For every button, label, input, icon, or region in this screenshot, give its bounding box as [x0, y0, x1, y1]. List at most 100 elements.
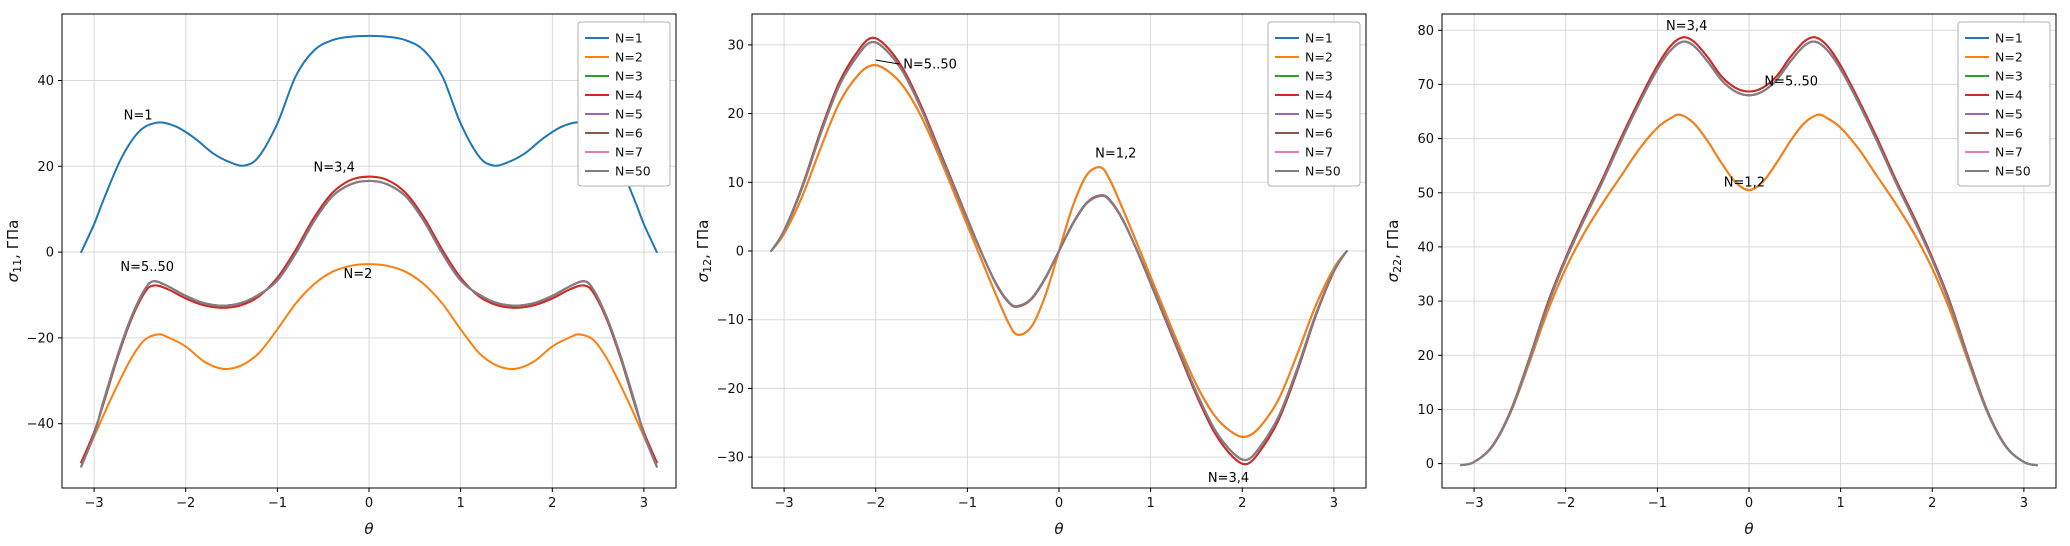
y-tick-label: 20 [1417, 349, 1434, 364]
legend-label: N=50 [615, 164, 651, 179]
y-tick-label: 0 [46, 246, 54, 261]
annotation-N=3,4: N=3,4 [1208, 471, 1249, 486]
y-tick-label: 40 [1417, 240, 1434, 255]
legend-box [1267, 21, 1361, 187]
legend-label: N=5 [1305, 107, 1333, 122]
legend-label: N=50 [1305, 164, 1341, 179]
annotation-N=1,2: N=1,2 [1724, 175, 1765, 190]
legend-item-N=6: N=6 [1965, 126, 2023, 141]
x-axis-label: θ [364, 520, 373, 538]
legend-item-N=50: N=50 [1965, 164, 2031, 179]
y-tick-label: −10 [717, 313, 744, 328]
x-tick-label: −1 [958, 496, 977, 511]
x-tick-label: 3 [1330, 496, 1338, 511]
chart-sigma11-canvas: −3 −2 −1 0 1 2 3 −40 −20 0 20 40 θ σ11, ГПа N=1 N=5..50… [0, 0, 690, 546]
legend-label: N=6 [1305, 126, 1333, 141]
x-tick-label: 1 [456, 496, 464, 511]
x-tick-label: −2 [176, 496, 195, 511]
chart-sigma22: −3 −2 −1 0 1 2 3 0 10 20 30 40 50 60 70 80 θ σ22, ГПа N=3,… [1380, 0, 2070, 546]
legend: N=1 N=2 N=3 N=4 N=5 N=6 N=7 N=50 [1267, 21, 1361, 187]
legend-label: N=7 [615, 145, 643, 160]
legend-label: N=50 [1995, 164, 2031, 179]
legend: N=1 N=2 N=3 N=4 N=5 N=6 N=7 N=50 [1957, 21, 2051, 187]
figure-bg [0, 0, 690, 546]
legend-label: N=4 [1305, 88, 1333, 103]
x-tick-label: 2 [1238, 496, 1246, 511]
legend-box [577, 21, 671, 187]
series-line-N=2 [1460, 113, 2038, 467]
x-tick-label: 3 [2020, 496, 2028, 511]
legend-label: N=5 [1995, 107, 2023, 122]
legend-item-N=6: N=6 [585, 126, 643, 141]
legend-label: N=4 [1995, 88, 2023, 103]
y-axis-label: σ11, ГПа [4, 220, 24, 283]
y-tick-label: 30 [1417, 295, 1434, 310]
legend-item-N=2: N=2 [1965, 50, 2023, 65]
legend-label: N=3 [1305, 69, 1333, 84]
legend-item-N=3: N=3 [1275, 69, 1333, 84]
x-tick-label: 1 [1146, 496, 1154, 511]
legend-item-N=5: N=5 [1275, 107, 1333, 122]
y-tick-label: −30 [717, 451, 744, 466]
y-tick-label: 80 [1417, 24, 1434, 39]
x-tick-label: −3 [85, 496, 104, 511]
annotation-N=3,4: N=3,4 [314, 161, 355, 176]
legend-label: N=1 [1995, 31, 2023, 46]
legend-item-N=3: N=3 [585, 69, 643, 84]
y-tick-label: 70 [1417, 78, 1434, 93]
annotation-N=2: N=2 [344, 267, 373, 282]
y-tick-label: 30 [727, 38, 744, 53]
legend-label: N=6 [1995, 126, 2023, 141]
figure-bg [690, 0, 1380, 546]
y-tick-label: 40 [37, 74, 54, 89]
x-tick-label: −3 [1465, 496, 1484, 511]
figure-bg [1380, 0, 2070, 546]
series-line-N=4 [80, 175, 658, 464]
y-tick-label: 0 [736, 245, 744, 260]
legend-label: N=1 [1305, 31, 1333, 46]
y-tick-label: 50 [1417, 186, 1434, 201]
legend-item-N=2: N=2 [1275, 50, 1333, 65]
legend-item-N=50: N=50 [1275, 164, 1341, 179]
legend-item-N=1: N=1 [1965, 31, 2023, 46]
y-tick-label: 20 [37, 160, 54, 175]
x-tick-label: −2 [1556, 496, 1575, 511]
x-tick-label: −3 [775, 496, 794, 511]
series-group [770, 36, 1348, 466]
legend-item-N=2: N=2 [585, 50, 643, 65]
legend-label: N=3 [615, 69, 643, 84]
legend-label: N=4 [615, 88, 643, 103]
legend-item-N=3: N=3 [1965, 69, 2023, 84]
x-axis-label: θ [1054, 520, 1063, 538]
annotation-N=5..50: N=5..50 [1764, 75, 1818, 90]
annotation-leader [875, 59, 900, 65]
x-tick-label: 0 [365, 496, 373, 511]
legend-label: N=6 [615, 126, 643, 141]
legend-label: N=7 [1305, 145, 1333, 160]
x-tick-label: −1 [268, 496, 287, 511]
legend-item-N=4: N=4 [585, 88, 643, 103]
series-line-N=2 [80, 263, 658, 468]
legend-item-N=1: N=1 [1275, 31, 1333, 46]
y-tick-label: 60 [1417, 132, 1434, 147]
series-line-N=50 [770, 40, 1348, 462]
y-tick-label: −20 [717, 382, 744, 397]
y-tick-label: 10 [1417, 403, 1434, 418]
legend-label: N=3 [1995, 69, 2023, 84]
legend-label: N=2 [1995, 50, 2023, 65]
legend-item-N=7: N=7 [1965, 145, 2023, 160]
annotation-N=1,2: N=1,2 [1095, 146, 1136, 161]
legend-item-N=5: N=5 [1965, 107, 2023, 122]
y-tick-label: −20 [27, 331, 54, 346]
y-axis-label: σ22, ГПа [1384, 220, 1404, 283]
legend-item-N=50: N=50 [585, 164, 651, 179]
legend-item-N=5: N=5 [585, 107, 643, 122]
legend-label: N=1 [615, 31, 643, 46]
y-axis-label: σ12, ГПа [694, 220, 714, 283]
series-group [80, 34, 658, 468]
x-tick-label: 2 [1928, 496, 1936, 511]
series-line-N=50 [80, 179, 658, 468]
legend-label: N=2 [615, 50, 643, 65]
